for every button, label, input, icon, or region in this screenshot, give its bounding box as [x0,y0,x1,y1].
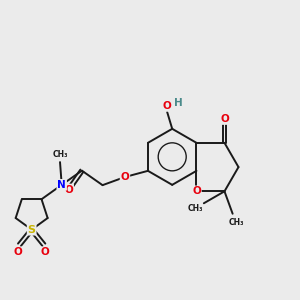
Text: CH₃: CH₃ [188,203,203,212]
Text: O: O [220,114,229,124]
Text: CH₃: CH₃ [228,218,244,227]
Text: CH₃: CH₃ [52,150,68,159]
Text: S: S [28,225,36,235]
Text: O: O [41,247,50,257]
Text: O: O [64,184,73,194]
Text: O: O [192,186,201,196]
Text: H: H [174,98,183,108]
Text: O: O [14,247,22,257]
Text: O: O [121,172,129,182]
Text: N: N [57,180,66,190]
Text: O: O [163,101,172,111]
